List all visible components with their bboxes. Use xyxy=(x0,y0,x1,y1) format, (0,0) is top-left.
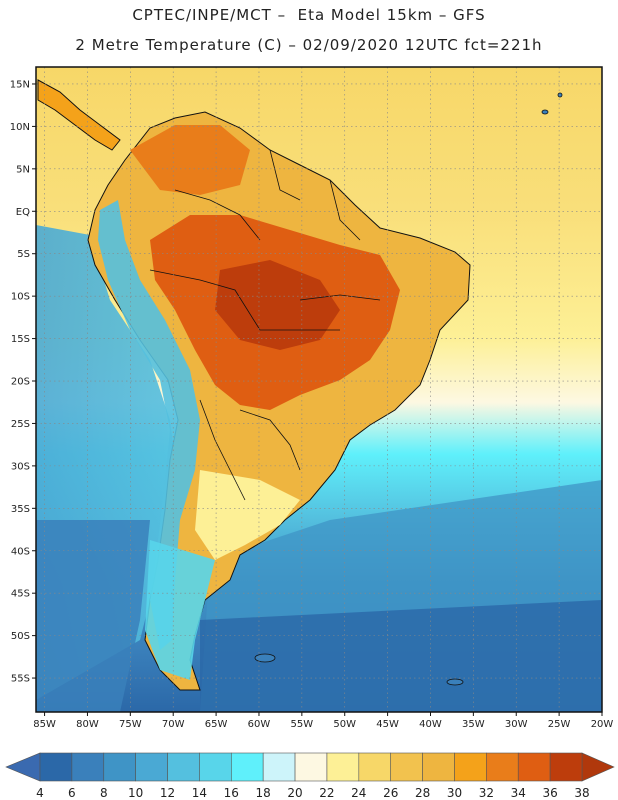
south-atlantic-deep-region xyxy=(200,600,602,712)
central-america-land xyxy=(37,79,121,151)
colorbar-label: 12 xyxy=(160,786,175,800)
lat-label: 10S xyxy=(11,292,30,303)
lon-label: 30W xyxy=(505,719,528,730)
colorbar-label: 4 xyxy=(36,786,44,800)
lon-label: 20W xyxy=(591,719,614,730)
colorbar-swatch xyxy=(390,752,423,782)
colorbar-label: 34 xyxy=(511,786,526,800)
colorbar-right-arrow xyxy=(581,752,615,782)
colorbar-label: 10 xyxy=(128,786,143,800)
lat-label: 35S xyxy=(11,504,30,515)
lon-label: 75W xyxy=(119,719,142,730)
lat-label: EQ xyxy=(16,207,30,218)
colorbar-label: 30 xyxy=(447,786,462,800)
map-frame xyxy=(35,66,603,713)
lon-label: 85W xyxy=(33,719,56,730)
colorbar-label: 8 xyxy=(100,786,108,800)
country-borders xyxy=(149,149,381,501)
southern-pale-region xyxy=(195,470,300,560)
colorbar-swatch xyxy=(135,752,168,782)
colorbar-label: 32 xyxy=(479,786,494,800)
lat-label: 5N xyxy=(16,164,30,175)
lat-label: 5S xyxy=(17,249,30,260)
lon-label: 80W xyxy=(76,719,99,730)
colorbar-label: 16 xyxy=(224,786,239,800)
lat-label: 25S xyxy=(11,419,30,430)
colorbar-swatch xyxy=(230,752,264,782)
map-title-line-1: CPTEC/INPE/MCT – Eta Model 15km – GFS xyxy=(132,6,486,24)
lat-label: 40S xyxy=(11,546,30,557)
lat-label: 10N xyxy=(10,122,30,133)
colorbar-label: 22 xyxy=(319,786,334,800)
colorbar-swatch xyxy=(549,752,583,782)
colorbar-swatch xyxy=(71,752,105,782)
lat-label: 45S xyxy=(11,589,30,600)
lat-label: 50S xyxy=(11,631,30,642)
patagonia-cool-region xyxy=(145,540,215,680)
colorbar-left-arrow xyxy=(5,752,41,782)
colorbar-swatch xyxy=(39,752,73,782)
interior-hottest-region xyxy=(215,260,340,350)
northern-warm-region xyxy=(130,125,250,195)
lat-label: 30S xyxy=(11,461,30,472)
lon-label: 70W xyxy=(162,719,185,730)
lon-label: 55W xyxy=(291,719,314,730)
colorbar-swatch xyxy=(326,752,360,782)
colorbar-label: 20 xyxy=(287,786,302,800)
colorbar-label: 36 xyxy=(542,786,557,800)
colorbar-label: 24 xyxy=(351,786,366,800)
colorbar-swatch xyxy=(517,752,551,782)
pacific-deep-region xyxy=(36,520,150,712)
map-title-line-2: 2 Metre Temperature (C) – 02/09/2020 12U… xyxy=(75,36,543,54)
colorbar-swatch xyxy=(199,752,232,782)
colorbar-label: 38 xyxy=(574,786,589,800)
lon-label: 40W xyxy=(419,719,442,730)
colorbar-swatch xyxy=(294,752,328,782)
colorbar-swatch xyxy=(486,752,519,782)
colorbar-label: 26 xyxy=(383,786,398,800)
lon-label: 60W xyxy=(248,719,271,730)
colorbar-swatch xyxy=(422,752,455,782)
colorbar-label: 28 xyxy=(415,786,430,800)
colorbar-label: 18 xyxy=(256,786,271,800)
lon-label: 45W xyxy=(376,719,399,730)
colorbar-label: 14 xyxy=(192,786,207,800)
colorbar-swatch xyxy=(167,752,200,782)
lat-label: 55S xyxy=(11,674,30,685)
colorbar-swatch xyxy=(358,752,392,782)
colorbar-swatch xyxy=(103,752,136,782)
lon-label: 35W xyxy=(462,719,485,730)
lat-label: 20S xyxy=(11,377,30,388)
colorbar: 4 6 8 10 12 14 16 18 20 22 24 26 28 30 32 34 36 38 xyxy=(5,752,615,800)
colorbar-label: 6 xyxy=(68,786,76,800)
andes-cool-strip xyxy=(98,200,200,650)
lon-label: 50W xyxy=(333,719,356,730)
colorbar-swatch xyxy=(454,752,487,782)
colorbar-swatch xyxy=(262,752,296,782)
latitude-labels: 15N 10N 5N EQ 5S 10S 15S 20S 25S 30S 35S 40S 45S 50S 5… xyxy=(10,79,36,685)
islands xyxy=(254,92,563,686)
lat-label: 15N xyxy=(10,79,30,90)
longitude-labels: 85W 80W 75W 70W 65W 60W 55W 50W 45W 40W 35W 30W 25W 2… xyxy=(33,712,613,730)
lon-label: 25W xyxy=(548,719,571,730)
lon-label: 65W xyxy=(205,719,228,730)
lat-label: 15S xyxy=(11,334,30,345)
